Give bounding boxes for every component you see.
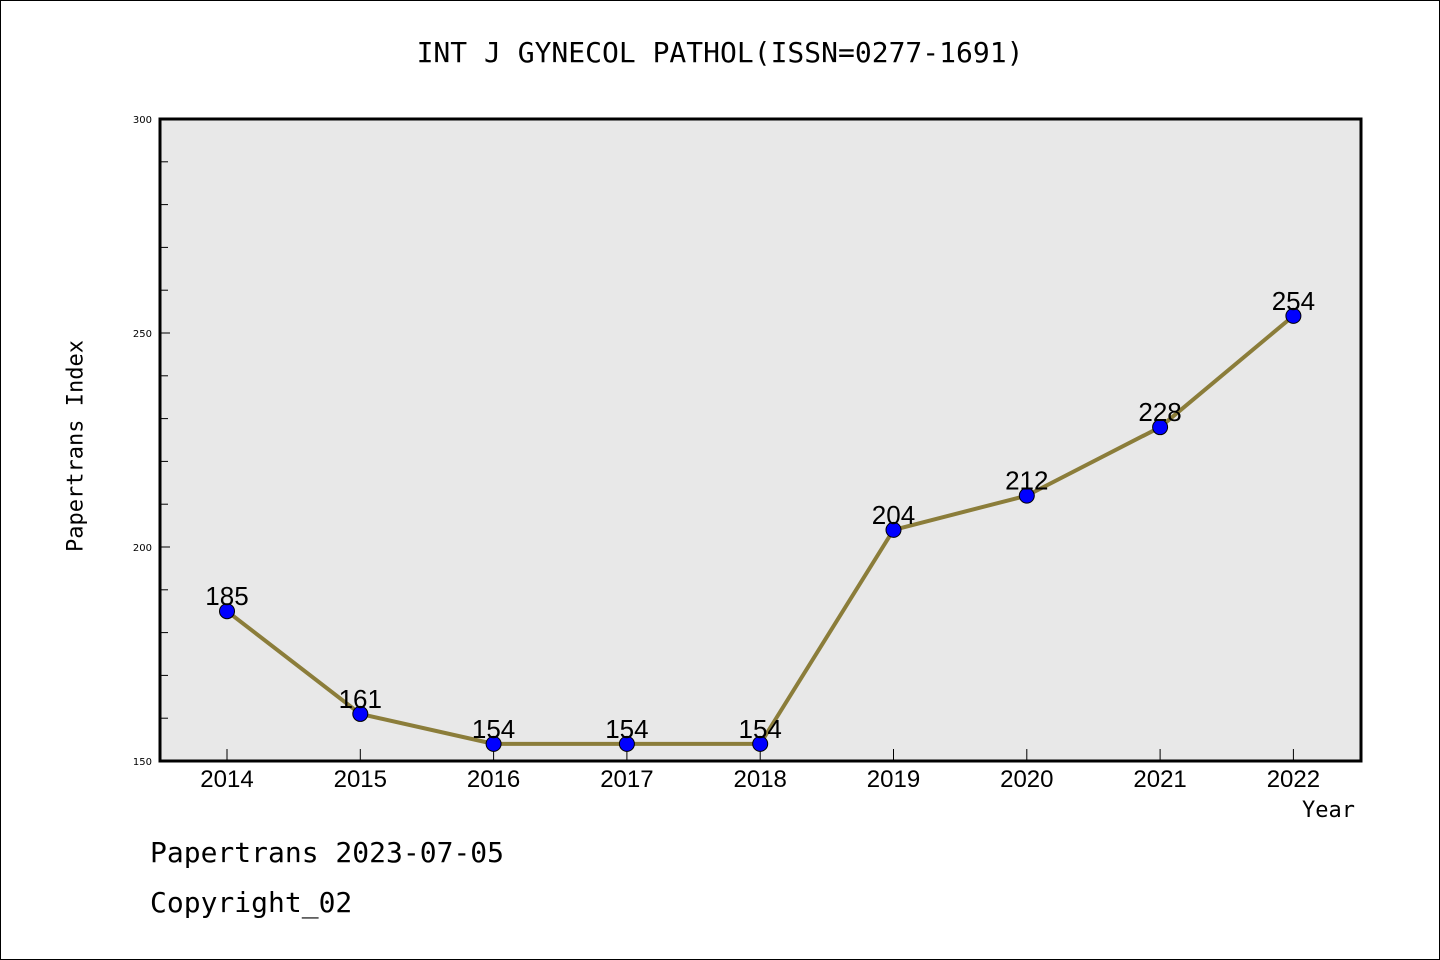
data-label: 204 xyxy=(872,500,915,530)
x-tick-label: 2022 xyxy=(1267,766,1320,793)
chart-title: INT J GYNECOL PATHOL(ISSN=0277-1691) xyxy=(416,36,1024,69)
data-label: 154 xyxy=(605,714,648,744)
plot-area xyxy=(158,117,1363,763)
x-tick-label: 2021 xyxy=(1133,766,1186,793)
x-tick-label: 2015 xyxy=(334,766,387,793)
y-tick-label: 300 xyxy=(133,115,152,126)
data-point xyxy=(1018,487,1035,504)
data-point xyxy=(752,735,769,752)
data-point xyxy=(485,735,502,752)
footer-date: Papertrans 2023-07-05 xyxy=(150,836,505,869)
data-label: 185 xyxy=(205,581,248,611)
footer-copyright: Copyright_02 xyxy=(150,886,353,919)
data-label: 154 xyxy=(739,714,782,744)
data-label: 154 xyxy=(472,714,515,744)
x-tick-label: 2016 xyxy=(467,766,520,793)
data-point xyxy=(618,735,635,752)
x-tick-label: 2014 xyxy=(200,766,253,793)
data-point xyxy=(352,705,369,722)
data-label: 228 xyxy=(1138,397,1181,427)
x-tick-label: 2020 xyxy=(1000,766,1053,793)
data-label: 254 xyxy=(1272,286,1315,316)
data-label: 161 xyxy=(339,684,382,714)
x-tick-label: 2019 xyxy=(867,766,920,793)
data-label: 212 xyxy=(1005,466,1048,496)
x-axis-label: Year xyxy=(1302,798,1355,823)
data-point xyxy=(1285,307,1302,324)
x-tick-label: 2018 xyxy=(734,766,787,793)
y-tick-label: 250 xyxy=(133,329,152,340)
x-tick-label: 2017 xyxy=(600,766,653,793)
data-point xyxy=(219,603,235,620)
y-tick-label: 150 xyxy=(133,757,152,768)
data-point xyxy=(1152,419,1169,436)
y-tick-label: 200 xyxy=(133,543,152,554)
data-point xyxy=(885,521,902,538)
